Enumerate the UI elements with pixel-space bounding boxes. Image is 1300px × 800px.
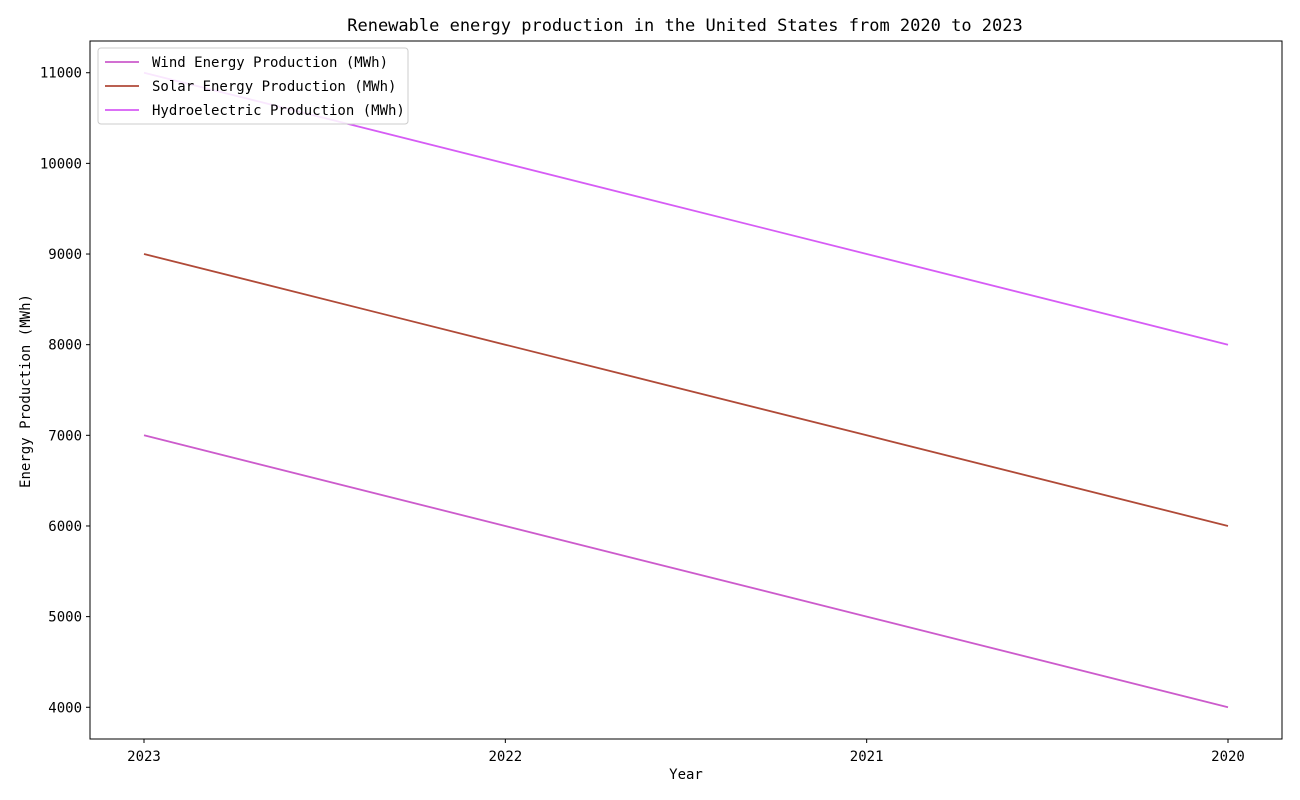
y-tick-label: 10000 xyxy=(40,156,82,172)
series-line-1 xyxy=(143,434,1229,709)
y-axis-label: Energy Production (MWh) xyxy=(18,294,34,488)
x-axis-label: Year xyxy=(669,767,703,783)
x-tick-label: 2021 xyxy=(850,749,884,765)
chart-title: Renewable energy production in the Unite… xyxy=(347,16,1023,36)
y-tick-label: 8000 xyxy=(48,338,82,354)
x-tick-label: 2023 xyxy=(127,749,161,765)
legend-entry-2: Solar Energy Production (MWh) xyxy=(152,79,396,95)
y-tick-label: 7000 xyxy=(48,428,82,444)
x-tick-label: 2020 xyxy=(1211,749,1245,765)
y-tick-label: 4000 xyxy=(48,700,82,716)
y-tick-label: 6000 xyxy=(48,519,82,535)
legend-box xyxy=(97,47,409,125)
y-tick-label: 9000 xyxy=(48,247,82,263)
legend: Wind Energy Production (MWh) Solar Energy… xyxy=(97,47,409,125)
y-tick-label: 5000 xyxy=(48,610,82,626)
series-lines xyxy=(143,71,1229,709)
x-axis: 2023 2022 2021 2020 xyxy=(127,739,1245,765)
series-line-2 xyxy=(143,253,1229,527)
y-tick-label: 11000 xyxy=(40,66,82,82)
y-axis: 4000 5000 6000 7000 8000 9000 10000 11000 xyxy=(40,66,90,716)
legend-entry-3: Hydroelectric Production (MWh) xyxy=(152,103,405,119)
legend-entry-1: Wind Energy Production (MWh) xyxy=(152,55,388,71)
plot-area xyxy=(89,40,1283,740)
x-tick-label: 2022 xyxy=(488,749,522,765)
